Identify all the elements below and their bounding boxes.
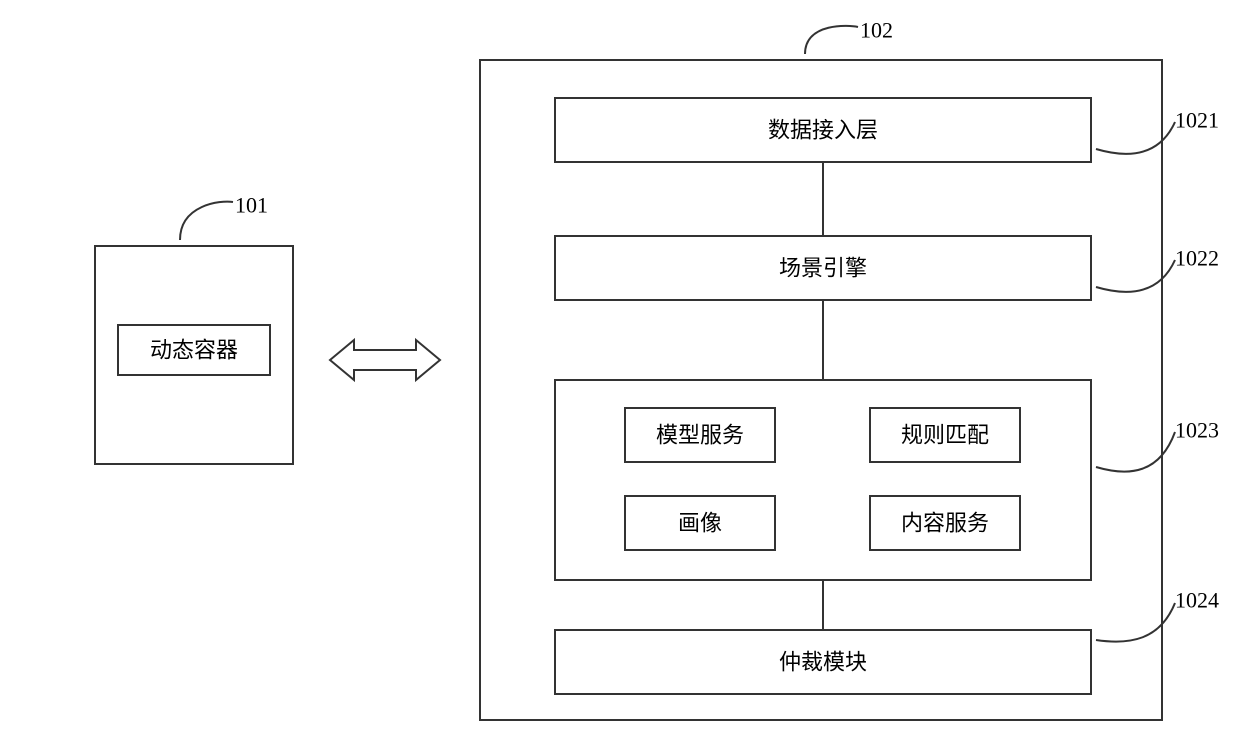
ref-1022: 1022 xyxy=(1175,246,1219,271)
ref-arc-101 xyxy=(180,202,233,240)
ref-1021: 1021 xyxy=(1175,108,1219,133)
data_access-label: 数据接入层 xyxy=(768,118,878,143)
services-sub-3-label: 内容服务 xyxy=(901,511,989,536)
ref-1023: 1023 xyxy=(1175,418,1219,443)
ref-102: 102 xyxy=(860,18,893,43)
ref-101: 101 xyxy=(235,193,268,218)
scene_engine-label: 场景引擎 xyxy=(779,256,867,281)
arbiter-label: 仲裁模块 xyxy=(779,650,867,675)
dynamic-container-label: 动态容器 xyxy=(150,338,238,363)
ref-arc-102 xyxy=(805,26,858,54)
services-sub-1-label: 规则匹配 xyxy=(901,423,989,448)
ref-1024: 1024 xyxy=(1175,588,1219,613)
services-sub-0-label: 模型服务 xyxy=(656,423,744,448)
diagram-canvas: 动态容器 101 102 数据接入层 1021 场景引擎 1022 模型服务 规则匹配画像 内容服… xyxy=(0,0,1240,755)
services-sub-2-label: 画像 xyxy=(678,511,722,536)
double-arrow-icon xyxy=(330,340,440,380)
